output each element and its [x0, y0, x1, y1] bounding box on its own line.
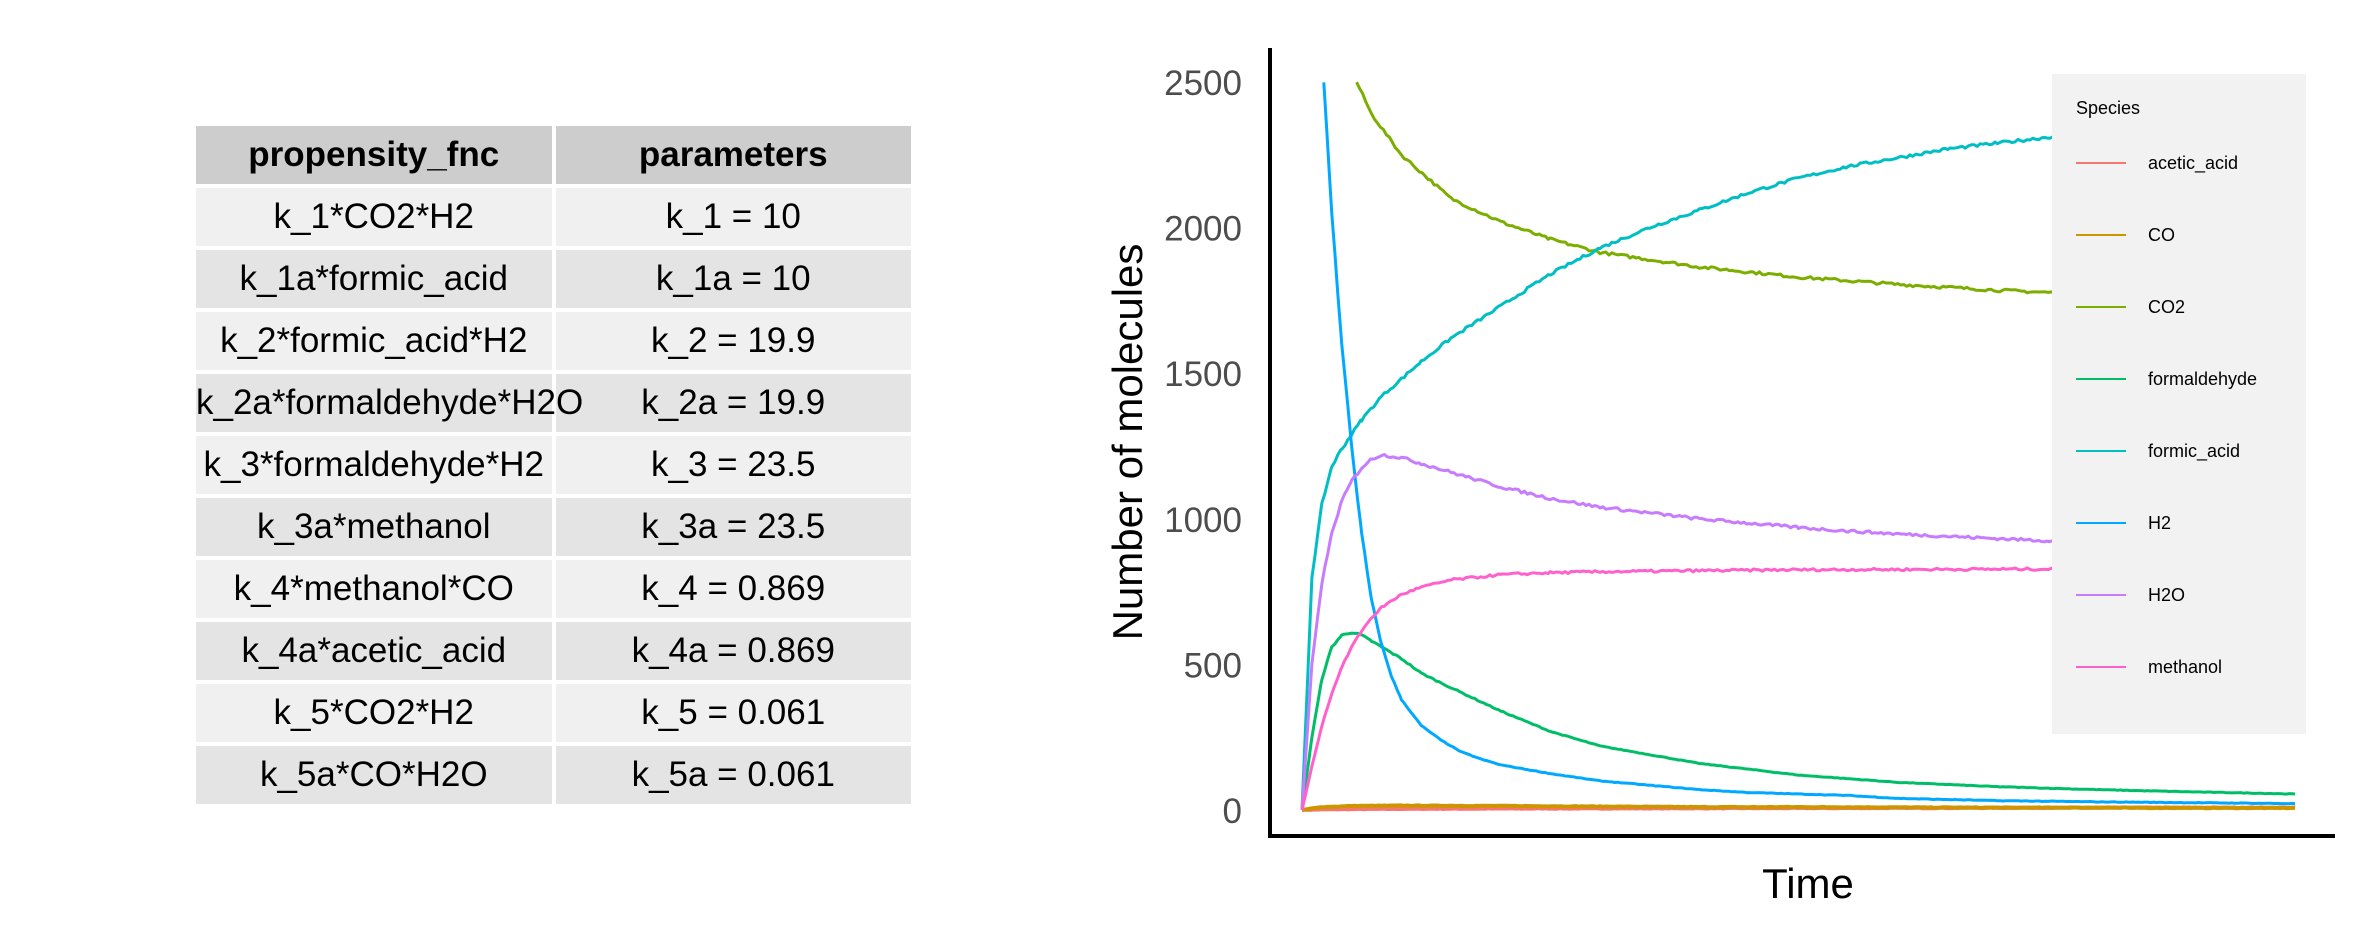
- y-tick-label: 0: [1223, 792, 1242, 831]
- legend-background: [2052, 74, 2306, 734]
- propensity-cell: k_2*formic_acid*H2: [192, 308, 556, 374]
- parameter-cell: k_4 = 0.869: [551, 556, 915, 622]
- y-tick-label: 500: [1184, 646, 1242, 685]
- y-tick-label: 2500: [1164, 64, 1242, 103]
- legend-items: acetic_acid CO CO2 formaldehyde formic_acid H…: [2076, 153, 2257, 677]
- series-line-formic-acid: [1300, 123, 2196, 810]
- legend-label: CO: [2148, 225, 2175, 245]
- y-axis-label: Number of molecules: [1104, 244, 1151, 641]
- legend-label: H2: [2148, 513, 2171, 533]
- table-row: k_1a*formic_acid k_1a = 10: [192, 246, 915, 312]
- parameter-cell: k_2a = 19.9: [551, 370, 915, 436]
- series-line-h2o: [1300, 453, 2197, 811]
- table-row: k_3a*methanol k_3a = 23.5: [192, 494, 915, 560]
- propensity-cell: k_4a*acetic_acid: [192, 618, 556, 684]
- x-axis-label: Time: [1762, 860, 1854, 907]
- parameter-cell: k_5 = 0.061: [551, 680, 915, 746]
- y-tick-label: 1000: [1164, 501, 1242, 540]
- table-row: k_5*CO2*H2 k_5 = 0.061: [192, 680, 915, 746]
- parameter-cell: k_1a = 10: [551, 246, 915, 312]
- legend-label: H2O: [2148, 585, 2185, 605]
- legend-label: formic_acid: [2148, 441, 2240, 462]
- propensity-cell: k_1a*formic_acid: [192, 246, 556, 312]
- time-series-chart: 0 500 1000 1500 2000 2500 Time Number of mole…: [1104, 48, 2335, 907]
- parameter-cell: k_3a = 23.5: [551, 494, 915, 560]
- table-row: k_4*methanol*CO k_4 = 0.869: [192, 556, 915, 622]
- parameter-cell: k_3 = 23.5: [551, 432, 915, 498]
- table-row: k_2*formic_acid*H2 k_2 = 19.9: [192, 308, 915, 374]
- parameter-cell: k_4a = 0.869: [551, 618, 915, 684]
- legend-label: methanol: [2148, 657, 2222, 677]
- table-row: k_4a*acetic_acid k_4a = 0.869: [192, 618, 915, 684]
- table-header-row: propensity_fnc parameters: [192, 122, 915, 188]
- legend-label: acetic_acid: [2148, 153, 2238, 174]
- propensity-cell: k_5*CO2*H2: [192, 680, 556, 746]
- parameter-table: propensity_fnc parameters k_1*CO2*H2 k_1…: [192, 122, 915, 808]
- propensity-cell: k_1*CO2*H2: [192, 184, 556, 250]
- column-header-propensity: propensity_fnc: [192, 122, 556, 188]
- propensity-cell: k_2a*formaldehyde*H2O: [192, 370, 583, 436]
- y-axis-ticks: 0 500 1000 1500 2000 2500: [1164, 64, 1242, 831]
- series-line-methanol: [1300, 566, 2196, 811]
- y-tick-label: 2000: [1164, 210, 1242, 249]
- propensity-cell: k_3*formaldehyde*H2: [192, 432, 556, 498]
- propensity-cell: k_5a*CO*H2O: [192, 742, 556, 808]
- plot-lines: [1300, 81, 2296, 813]
- parameter-cell: k_5a = 0.061: [551, 742, 915, 808]
- parameter-cell: k_1 = 10: [551, 184, 915, 250]
- table-row: k_3*formaldehyde*H2 k_3 = 23.5: [192, 432, 915, 498]
- legend-title: Species: [2076, 98, 2140, 118]
- y-tick-label: 1500: [1164, 355, 1242, 394]
- legend-label: formaldehyde: [2148, 369, 2257, 389]
- series-line-co: [1301, 803, 2296, 812]
- propensity-cell: k_3a*methanol: [192, 494, 556, 560]
- table-row: k_5a*CO*H2O k_5a = 0.061: [192, 742, 915, 808]
- legend-label: CO2: [2148, 297, 2185, 317]
- series-line-formaldehyde: [1300, 631, 2296, 811]
- column-header-parameters: parameters: [551, 122, 915, 188]
- series-line-h2: [1322, 82, 2296, 806]
- table-row: k_1*CO2*H2 k_1 = 10: [192, 184, 915, 250]
- table-row: k_2a*formaldehyde*H2O k_2a = 19.9: [192, 370, 915, 436]
- propensity-cell: k_4*methanol*CO: [192, 556, 556, 622]
- legend: Species acetic_acid CO CO2 formaldehyde form…: [2052, 74, 2306, 734]
- parameter-cell: k_2 = 19.9: [551, 308, 915, 374]
